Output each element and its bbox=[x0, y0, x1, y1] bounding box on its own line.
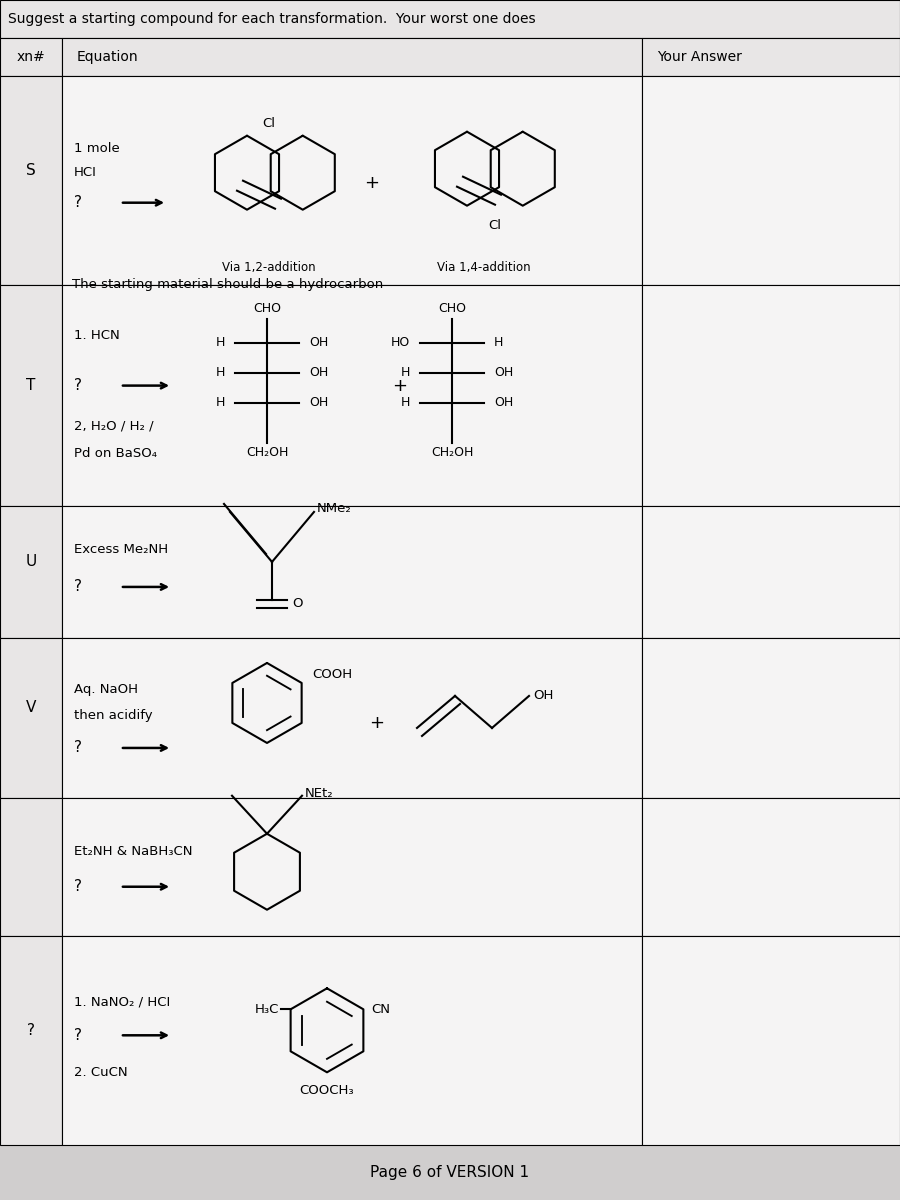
Text: Et₂NH & NaBH₃CN: Et₂NH & NaBH₃CN bbox=[74, 845, 193, 858]
Text: CH₂OH: CH₂OH bbox=[246, 446, 288, 460]
Text: OH: OH bbox=[309, 336, 328, 349]
Bar bbox=[62, 38, 642, 76]
Text: HO: HO bbox=[391, 336, 410, 349]
Text: H₃C: H₃C bbox=[255, 1003, 279, 1016]
Text: COOCH₃: COOCH₃ bbox=[300, 1084, 355, 1097]
Text: T: T bbox=[26, 378, 36, 394]
Text: 2, H₂O / H₂ /: 2, H₂O / H₂ / bbox=[74, 419, 154, 432]
Text: H: H bbox=[400, 366, 410, 379]
Bar bbox=[642, 76, 900, 286]
Text: OH: OH bbox=[533, 690, 554, 702]
Text: O: O bbox=[292, 598, 302, 611]
Bar bbox=[0, 506, 62, 638]
Text: +: + bbox=[392, 377, 408, 395]
Bar bbox=[0, 798, 62, 936]
Text: Your Answer: Your Answer bbox=[657, 50, 742, 64]
Text: Page 6 of VERSION 1: Page 6 of VERSION 1 bbox=[371, 1165, 529, 1181]
Text: OH: OH bbox=[494, 366, 513, 379]
Bar bbox=[0, 76, 62, 286]
Text: H: H bbox=[494, 336, 503, 349]
Text: ?: ? bbox=[74, 378, 82, 394]
Text: +: + bbox=[370, 714, 384, 732]
Text: NMe₂: NMe₂ bbox=[317, 503, 352, 516]
Text: H: H bbox=[216, 366, 225, 379]
Text: U: U bbox=[25, 554, 37, 570]
Text: Via 1,4-addition: Via 1,4-addition bbox=[437, 260, 531, 274]
Bar bbox=[0, 286, 62, 506]
Bar bbox=[62, 286, 642, 506]
Bar bbox=[0, 936, 62, 1145]
Text: ?: ? bbox=[74, 1028, 82, 1043]
Text: H: H bbox=[216, 336, 225, 349]
Bar bbox=[642, 286, 900, 506]
Text: COOH: COOH bbox=[312, 668, 352, 682]
Text: 1. NaNO₂ / HCI: 1. NaNO₂ / HCI bbox=[74, 996, 170, 1009]
Bar bbox=[62, 76, 642, 286]
Bar bbox=[62, 936, 642, 1145]
Text: Cl: Cl bbox=[489, 220, 501, 232]
Text: 1 mole: 1 mole bbox=[74, 142, 120, 155]
Text: Aq. NaOH: Aq. NaOH bbox=[74, 684, 138, 696]
Text: ?: ? bbox=[74, 880, 82, 894]
Text: Excess Me₂NH: Excess Me₂NH bbox=[74, 544, 168, 557]
Text: Suggest a starting compound for each transformation.  Your worst one does: Suggest a starting compound for each tra… bbox=[8, 12, 536, 26]
Bar bbox=[62, 638, 642, 798]
Bar bbox=[0, 38, 62, 76]
Text: The starting material should be a hydrocarbon: The starting material should be a hydroc… bbox=[72, 278, 383, 290]
Text: CHO: CHO bbox=[438, 302, 466, 316]
Bar bbox=[642, 638, 900, 798]
Text: HCI: HCI bbox=[74, 166, 97, 179]
Text: Via 1,2-addition: Via 1,2-addition bbox=[222, 260, 316, 274]
Text: Pd on BaSO₄: Pd on BaSO₄ bbox=[74, 448, 157, 460]
Bar bbox=[642, 936, 900, 1145]
Text: then acidify: then acidify bbox=[74, 709, 153, 722]
Text: 1. HCN: 1. HCN bbox=[74, 329, 120, 342]
Text: ?: ? bbox=[74, 740, 82, 756]
Text: OH: OH bbox=[309, 366, 328, 379]
Bar bbox=[642, 798, 900, 936]
Bar bbox=[642, 506, 900, 638]
Text: NEt₂: NEt₂ bbox=[305, 787, 334, 800]
Text: H: H bbox=[400, 396, 410, 409]
Text: ?: ? bbox=[74, 580, 82, 594]
Text: Cl: Cl bbox=[262, 118, 275, 130]
Text: CHO: CHO bbox=[253, 302, 281, 316]
Text: H: H bbox=[216, 396, 225, 409]
Text: V: V bbox=[26, 701, 36, 715]
Text: OH: OH bbox=[494, 396, 513, 409]
Text: S: S bbox=[26, 163, 36, 178]
Text: CH₂OH: CH₂OH bbox=[431, 446, 473, 460]
Bar bbox=[0, 0, 900, 38]
Text: xn#: xn# bbox=[16, 50, 45, 64]
Text: OH: OH bbox=[309, 396, 328, 409]
Text: CN: CN bbox=[372, 1003, 391, 1016]
Text: +: + bbox=[364, 174, 380, 192]
Bar bbox=[0, 638, 62, 798]
Text: ?: ? bbox=[74, 196, 82, 210]
Text: Equation: Equation bbox=[77, 50, 139, 64]
Bar bbox=[62, 798, 642, 936]
Bar bbox=[642, 38, 900, 76]
Bar bbox=[62, 506, 642, 638]
Text: ?: ? bbox=[27, 1022, 35, 1038]
Text: 2. CuCN: 2. CuCN bbox=[74, 1066, 128, 1079]
